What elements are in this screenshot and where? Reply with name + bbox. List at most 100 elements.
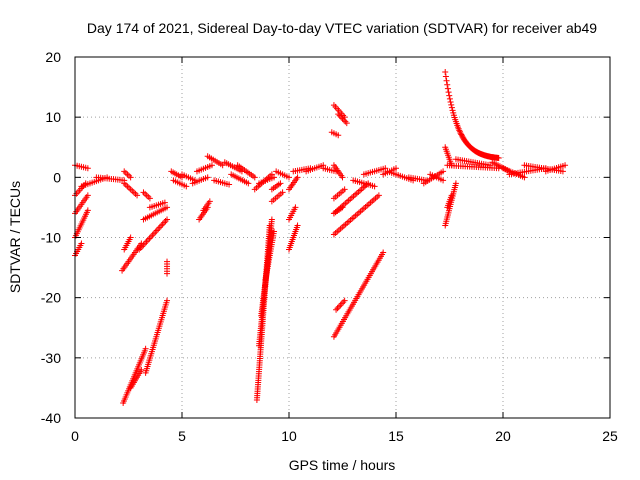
x-tick-label: 25 bbox=[602, 428, 618, 444]
data-point bbox=[226, 181, 233, 188]
data-point bbox=[341, 186, 348, 193]
data-point bbox=[134, 192, 141, 199]
axis-ticks bbox=[74, 56, 611, 419]
data-point bbox=[382, 165, 389, 172]
data-point bbox=[338, 300, 345, 307]
data-point bbox=[456, 128, 463, 135]
x-tick-label: 10 bbox=[281, 428, 297, 444]
y-tick-label: 20 bbox=[45, 49, 61, 65]
data-point bbox=[457, 130, 464, 137]
data-point bbox=[143, 238, 150, 245]
y-tick-label: 0 bbox=[53, 169, 61, 185]
data-point bbox=[487, 162, 494, 169]
data-point bbox=[161, 199, 168, 206]
data-point bbox=[146, 195, 153, 202]
y-tick-label: -30 bbox=[41, 350, 61, 366]
data-point bbox=[380, 249, 387, 256]
data-point bbox=[279, 189, 286, 196]
data-point bbox=[219, 162, 226, 169]
data-point bbox=[127, 174, 134, 181]
y-tick-label: 10 bbox=[45, 109, 61, 125]
data-point bbox=[562, 162, 569, 169]
data-point bbox=[164, 297, 171, 304]
data-point bbox=[335, 303, 342, 310]
data-point bbox=[452, 180, 459, 187]
data-point bbox=[127, 234, 134, 241]
data-point bbox=[340, 299, 347, 306]
data-point bbox=[155, 225, 162, 232]
data-point bbox=[333, 306, 340, 313]
data-point bbox=[442, 69, 449, 76]
data-point bbox=[268, 216, 275, 223]
x-tick-label: 15 bbox=[388, 428, 404, 444]
x-axis-label: GPS time / hours bbox=[289, 457, 396, 473]
data-points bbox=[72, 69, 569, 406]
x-tick-label: 20 bbox=[495, 428, 511, 444]
data-point bbox=[84, 165, 91, 172]
data-point bbox=[159, 221, 166, 228]
data-point bbox=[340, 117, 347, 124]
data-point bbox=[164, 204, 171, 211]
data-point bbox=[448, 104, 455, 111]
data-point bbox=[152, 229, 159, 236]
data-point bbox=[440, 177, 447, 184]
data-point bbox=[495, 154, 502, 161]
data-point bbox=[206, 198, 213, 205]
data-point bbox=[375, 192, 382, 199]
data-point bbox=[444, 85, 451, 92]
data-point bbox=[149, 232, 156, 239]
data-point bbox=[343, 120, 350, 127]
data-point bbox=[183, 183, 190, 190]
data-point bbox=[445, 89, 452, 96]
data-point bbox=[271, 228, 278, 235]
tick-labels: 0 5 10 15 20 25 -40 -30 -20 -10 0 10 20 bbox=[41, 49, 618, 444]
data-point bbox=[341, 297, 348, 304]
data-point bbox=[371, 183, 378, 190]
y-tick-label: -10 bbox=[41, 230, 61, 246]
data-point bbox=[342, 118, 349, 125]
data-point bbox=[150, 230, 157, 237]
data-point bbox=[447, 98, 454, 105]
data-point bbox=[449, 107, 456, 114]
data-point bbox=[142, 345, 149, 352]
data-point bbox=[442, 73, 449, 80]
data-point bbox=[521, 174, 528, 181]
data-point bbox=[286, 174, 292, 181]
data-point bbox=[161, 219, 168, 226]
data-point bbox=[158, 222, 165, 229]
data-point bbox=[208, 162, 215, 169]
data-point bbox=[443, 77, 450, 84]
data-point bbox=[84, 192, 91, 199]
y-axis-label: SDTVAR / TECUs bbox=[7, 181, 23, 293]
data-point bbox=[138, 366, 145, 373]
data-point bbox=[444, 81, 451, 88]
data-point bbox=[164, 216, 171, 223]
data-point bbox=[147, 233, 154, 240]
data-point bbox=[271, 174, 278, 181]
data-point bbox=[292, 204, 299, 211]
data-point bbox=[294, 222, 301, 229]
data-point bbox=[334, 305, 341, 312]
data-point bbox=[448, 101, 455, 108]
data-point bbox=[559, 168, 566, 175]
data-point bbox=[84, 207, 91, 214]
grid bbox=[75, 57, 610, 418]
data-point bbox=[294, 174, 301, 181]
data-point bbox=[144, 237, 151, 244]
data-point bbox=[337, 302, 344, 309]
data-point bbox=[146, 235, 153, 242]
data-point bbox=[446, 95, 453, 102]
data-point bbox=[335, 132, 342, 139]
x-tick-label: 5 bbox=[178, 428, 186, 444]
y-tick-label: -40 bbox=[41, 410, 61, 426]
data-point bbox=[277, 180, 284, 187]
data-point bbox=[448, 192, 455, 199]
data-point bbox=[204, 174, 211, 181]
data-point bbox=[156, 224, 163, 231]
y-tick-label: -20 bbox=[41, 290, 61, 306]
data-point bbox=[164, 258, 171, 265]
data-point bbox=[393, 165, 399, 172]
data-point bbox=[78, 240, 85, 247]
chart-title: Day 174 of 2021, Sidereal Day-to-day VTE… bbox=[87, 20, 597, 36]
